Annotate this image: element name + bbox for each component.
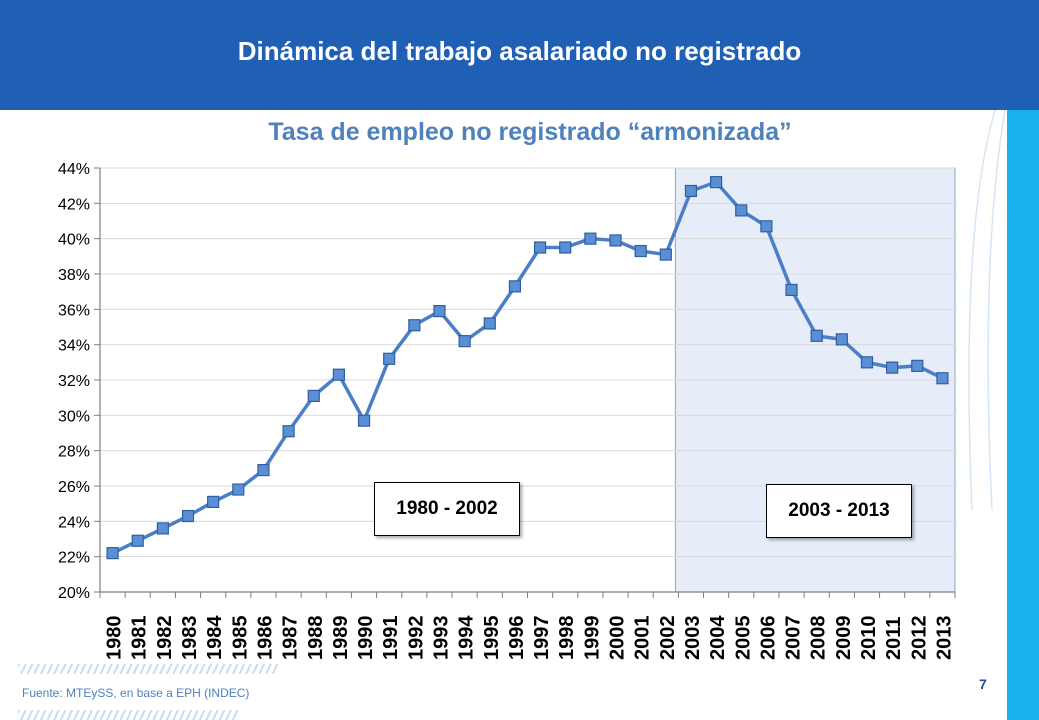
x-tick-label: 2003 [682, 616, 704, 661]
data-point [207, 495, 220, 508]
x-tick-label: 1996 [506, 616, 528, 661]
y-tick-label: 38% [58, 267, 90, 284]
annotation-label: 1980 - 2002 [396, 498, 498, 519]
x-tick-label: 2001 [632, 616, 654, 661]
decorative-hatch-top [18, 664, 278, 674]
decorative-lines [968, 110, 1006, 510]
slide-title: Dinámica del trabajo asalariado no regis… [237, 36, 802, 66]
x-tick-label: 1980 [104, 616, 126, 661]
data-point [307, 389, 320, 402]
x-tick-label: 1999 [581, 616, 603, 661]
data-point [810, 329, 823, 342]
data-point [936, 372, 949, 385]
data-point [433, 305, 446, 318]
x-tick-label: 2013 [933, 616, 955, 661]
data-point [383, 352, 396, 365]
annotation-label: 2003 - 2013 [788, 500, 890, 521]
x-tick-label: 2012 [908, 616, 930, 661]
data-point [458, 335, 471, 348]
chart-subtitle: Tasa de empleo no registrado “armonizada… [268, 118, 792, 146]
x-tick-label: 2011 [883, 617, 905, 660]
data-point [106, 547, 119, 560]
x-tick-label: 1997 [531, 616, 553, 661]
data-point [860, 356, 874, 369]
data-point [785, 283, 798, 296]
y-tick-label: 42% [58, 196, 90, 213]
data-point [131, 534, 144, 547]
data-point [357, 414, 371, 427]
data-point [886, 361, 899, 374]
series-line [111, 180, 944, 555]
x-tick-label: 1993 [430, 616, 452, 661]
data-point [760, 220, 773, 233]
x-tick-label: 2008 [808, 616, 830, 661]
x-tick-label: 2009 [833, 616, 855, 661]
x-tick-label: 1985 [229, 616, 251, 661]
data-point [408, 319, 421, 332]
x-tick-label: 1994 [456, 615, 478, 660]
annotation-box-2003-2013: 2003 - 2013 [766, 484, 912, 538]
data-point [181, 509, 195, 523]
x-tick-label: 2002 [657, 616, 679, 661]
data-point [609, 234, 622, 247]
y-tick-label: 24% [58, 514, 90, 531]
y-tick-label: 44% [58, 161, 90, 178]
x-tick-label: 1998 [556, 616, 578, 661]
x-tick-label: 1989 [330, 616, 352, 661]
decorative-hatch-bottom [18, 710, 238, 720]
y-tick-label: 36% [58, 302, 90, 319]
y-tick-label: 30% [58, 408, 90, 425]
data-point [584, 232, 597, 245]
data-point [911, 359, 924, 372]
x-tick-label: 2004 [707, 615, 729, 660]
x-tick-label: 2000 [607, 616, 629, 661]
x-tick-label: 2007 [783, 616, 805, 661]
x-tick-label: 1981 [129, 616, 151, 661]
header-bar: Dinámica del trabajo asalariado no regis… [0, 0, 1039, 110]
line-chart: 20%22%24%26%28%30%32%34%36%38%40%42%44% … [58, 161, 956, 661]
data-point [659, 248, 672, 261]
y-tick-label: 34% [58, 338, 90, 355]
x-tick-label: 1983 [179, 616, 201, 661]
x-tick-label: 1992 [405, 616, 427, 661]
data-point [735, 204, 748, 217]
source-note: Fuente: MTEySS, en base a EPH (INDEC) [22, 686, 250, 700]
data-point [835, 333, 848, 346]
data-point [483, 317, 496, 330]
y-tick-label: 22% [58, 550, 90, 567]
data-point [332, 368, 345, 381]
data-point [257, 464, 270, 477]
y-tick-label: 40% [58, 232, 90, 249]
x-tick-label: 1995 [481, 616, 503, 661]
annotation-box-1980-2002: 1980 - 2002 [374, 482, 520, 536]
data-point [232, 483, 245, 496]
y-tick-label: 28% [58, 444, 90, 461]
data-point [710, 176, 723, 189]
data-point [634, 244, 647, 258]
x-tick-label: 1990 [355, 616, 377, 661]
y-tick-label: 26% [58, 479, 90, 496]
x-tick-label: 1982 [154, 616, 176, 661]
x-tick-label: 1991 [380, 616, 402, 661]
x-tick-label: 1987 [280, 616, 302, 661]
data-point [508, 280, 522, 293]
x-tick-label: 2005 [732, 616, 754, 661]
x-tick-label: 1988 [305, 616, 327, 661]
x-tick-label: 1984 [204, 615, 226, 660]
x-tick-label: 2006 [757, 616, 779, 661]
right-accent-strip [1007, 110, 1039, 720]
data-point [559, 241, 572, 254]
x-tick-label: 2010 [858, 616, 880, 661]
data-point [156, 522, 169, 535]
data-point [684, 184, 698, 198]
y-tick-label: 32% [58, 373, 90, 390]
data-point [533, 241, 547, 254]
data-point [282, 425, 295, 438]
page-number: 7 [979, 676, 987, 692]
x-tick-label: 1986 [254, 616, 276, 661]
y-tick-label: 20% [58, 585, 90, 602]
